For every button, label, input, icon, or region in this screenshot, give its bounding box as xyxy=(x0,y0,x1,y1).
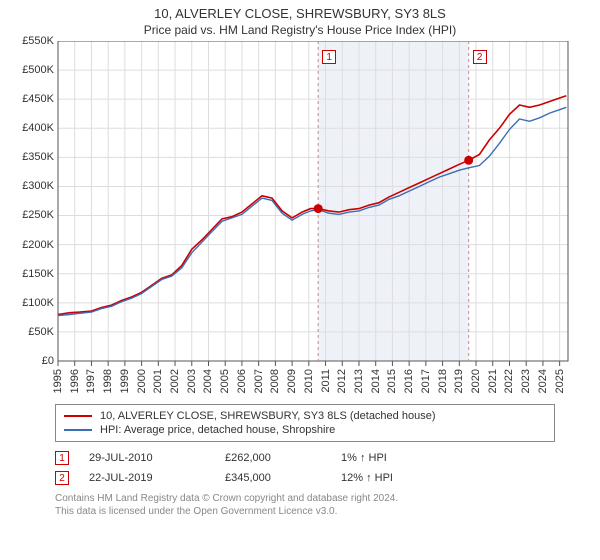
x-tick-label: 2008 xyxy=(269,369,281,393)
x-tick-label: 2024 xyxy=(537,369,549,393)
chart-title-line1: 10, ALVERLEY CLOSE, SHREWSBURY, SY3 8LS xyxy=(0,0,600,23)
legend-item: HPI: Average price, detached house, Shro… xyxy=(64,423,546,437)
x-tick-label: 1999 xyxy=(119,369,131,393)
y-tick-label: £500K xyxy=(22,64,54,76)
sale-marker-inline: 2 xyxy=(55,471,69,485)
sales-table: 1 29-JUL-2010 £262,000 1% ↑ HPI 2 22-JUL-2019… xyxy=(55,448,555,488)
legend-box: 10, ALVERLEY CLOSE, SHREWSBURY, SY3 8LS … xyxy=(55,404,555,442)
x-tick-label: 2016 xyxy=(403,369,415,393)
x-tick-label: 2022 xyxy=(503,369,515,393)
y-tick-label: £250K xyxy=(22,209,54,221)
x-tick-label: 1998 xyxy=(102,369,114,393)
chart-area: £0 £50K £100K £150K £200K £250K £300K £350K £400… xyxy=(10,41,570,396)
x-tick-label: 2017 xyxy=(420,369,432,393)
x-tick-label: 2021 xyxy=(487,369,499,393)
x-tick-label: 1995 xyxy=(52,369,64,393)
x-tick-label: 2015 xyxy=(386,369,398,393)
sale-marker-inline: 1 xyxy=(55,451,69,465)
sale-delta: 1% ↑ HPI xyxy=(341,452,461,464)
x-tick-label: 2004 xyxy=(202,369,214,393)
x-tick-label: 2010 xyxy=(303,369,315,393)
x-tick-label: 2011 xyxy=(320,369,332,393)
x-tick-label: 2002 xyxy=(169,369,181,393)
x-tick-label: 2000 xyxy=(136,369,148,393)
x-tick-label: 2019 xyxy=(453,369,465,393)
x-tick-label: 2006 xyxy=(236,369,248,393)
y-tick-label: £550K xyxy=(22,35,54,47)
legend-label: HPI: Average price, detached house, Shro… xyxy=(100,424,335,436)
x-tick-label: 2005 xyxy=(219,369,231,393)
y-tick-label: £350K xyxy=(22,151,54,163)
sale-marker-box: 2 xyxy=(473,50,487,64)
sale-date: 22-JUL-2019 xyxy=(89,472,219,484)
x-tick-label: 1996 xyxy=(69,369,81,393)
legend-label: 10, ALVERLEY CLOSE, SHREWSBURY, SY3 8LS … xyxy=(100,410,435,422)
y-tick-label: £150K xyxy=(22,268,54,280)
y-tick-label: £0 xyxy=(42,355,54,367)
legend-swatch xyxy=(64,415,92,417)
x-tick-label: 2023 xyxy=(520,369,532,393)
footnote-line1: Contains HM Land Registry data © Crown c… xyxy=(55,492,555,505)
chart-title-line2: Price paid vs. HM Land Registry's House … xyxy=(0,23,600,41)
sale-row: 1 29-JUL-2010 £262,000 1% ↑ HPI xyxy=(55,448,555,468)
x-tick-label: 1997 xyxy=(85,369,97,393)
legend-swatch xyxy=(64,429,92,431)
sale-marker-box: 1 xyxy=(322,50,336,64)
x-tick-label: 2007 xyxy=(253,369,265,393)
sale-price: £345,000 xyxy=(225,472,335,484)
footnote: Contains HM Land Registry data © Crown c… xyxy=(55,492,555,518)
y-tick-label: £100K xyxy=(22,297,54,309)
x-tick-label: 2013 xyxy=(353,369,365,393)
sale-delta: 12% ↑ HPI xyxy=(341,472,461,484)
chart-svg xyxy=(10,41,570,396)
y-tick-label: £450K xyxy=(22,93,54,105)
y-tick-label: £300K xyxy=(22,180,54,192)
footnote-line2: This data is licensed under the Open Gov… xyxy=(55,505,555,518)
y-tick-label: £400K xyxy=(22,122,54,134)
x-tick-label: 2014 xyxy=(370,369,382,393)
x-tick-label: 2018 xyxy=(437,369,449,393)
sale-row: 2 22-JUL-2019 £345,000 12% ↑ HPI xyxy=(55,468,555,488)
sale-date: 29-JUL-2010 xyxy=(89,452,219,464)
x-tick-label: 2012 xyxy=(336,369,348,393)
x-tick-label: 2020 xyxy=(470,369,482,393)
legend-item: 10, ALVERLEY CLOSE, SHREWSBURY, SY3 8LS … xyxy=(64,409,546,423)
x-tick-label: 2009 xyxy=(286,369,298,393)
x-tick-label: 2003 xyxy=(186,369,198,393)
sale-price: £262,000 xyxy=(225,452,335,464)
y-tick-label: £50K xyxy=(28,326,54,338)
x-tick-label: 2025 xyxy=(554,369,566,393)
y-tick-label: £200K xyxy=(22,239,54,251)
x-tick-label: 2001 xyxy=(152,369,164,393)
